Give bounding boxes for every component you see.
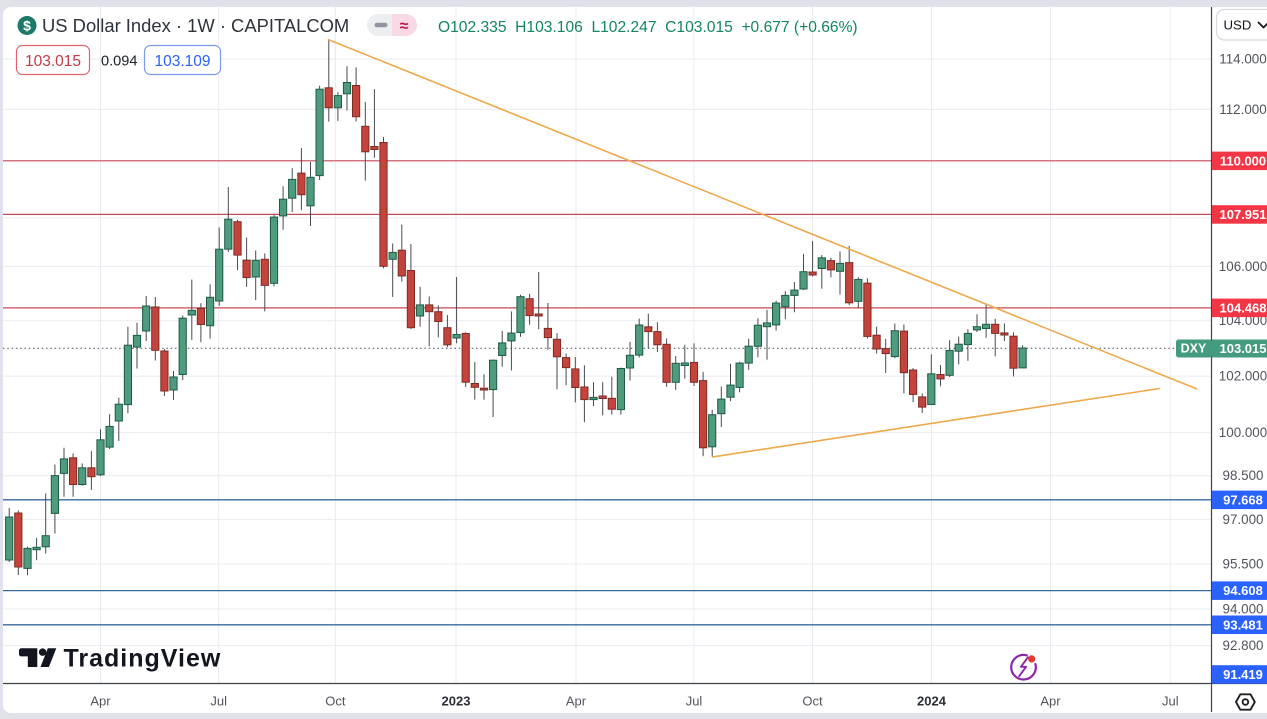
svg-text:94.608: 94.608 — [1223, 583, 1263, 598]
svg-text:103.015: 103.015 — [25, 53, 81, 70]
svg-text:≈: ≈ — [400, 18, 409, 35]
svg-text:91.419: 91.419 — [1223, 667, 1263, 682]
svg-text:92.800: 92.800 — [1223, 638, 1264, 653]
svg-text:103.109: 103.109 — [154, 53, 210, 70]
svg-text:Jul: Jul — [210, 693, 227, 708]
svg-text:0.094: 0.094 — [101, 54, 138, 70]
svg-text:Apr: Apr — [1040, 693, 1061, 708]
svg-text:Jul: Jul — [1162, 693, 1179, 708]
svg-text:TradingView: TradingView — [64, 645, 222, 673]
svg-text:95.500: 95.500 — [1223, 556, 1264, 571]
svg-text:97.000: 97.000 — [1223, 512, 1264, 527]
svg-text:2024: 2024 — [917, 693, 947, 708]
svg-text:Apr: Apr — [566, 693, 587, 708]
svg-text:O102.335 H103.106 L102.247: O102.335 H103.106 L102.247 C103.015 +0.6… — [438, 19, 858, 36]
svg-text:USD: USD — [1224, 18, 1252, 33]
svg-text:93.481: 93.481 — [1223, 617, 1263, 632]
svg-text:104.468: 104.468 — [1220, 301, 1267, 316]
svg-text:106.000: 106.000 — [1219, 259, 1267, 274]
svg-text:103.015: 103.015 — [1220, 341, 1267, 356]
svg-text:102.000: 102.000 — [1219, 369, 1267, 384]
svg-text:Oct: Oct — [325, 693, 346, 708]
svg-text:Apr: Apr — [90, 693, 111, 708]
svg-text:114.000: 114.000 — [1219, 51, 1266, 66]
svg-text:94.000: 94.000 — [1223, 601, 1264, 616]
svg-text:98.500: 98.500 — [1223, 468, 1264, 483]
svg-text:107.951: 107.951 — [1220, 207, 1267, 222]
svg-text:$: $ — [23, 18, 31, 34]
svg-text:112.000: 112.000 — [1219, 102, 1266, 117]
svg-text:2023: 2023 — [442, 693, 471, 708]
svg-text:100.000: 100.000 — [1219, 425, 1267, 440]
svg-text:110.000: 110.000 — [1220, 153, 1266, 168]
svg-text:Oct: Oct — [802, 693, 823, 708]
svg-text:US Dollar Index · 1W · CAPITAL: US Dollar Index · 1W · CAPITALCOM — [42, 15, 349, 36]
svg-text:Jul: Jul — [686, 693, 703, 708]
svg-text:97.668: 97.668 — [1223, 492, 1263, 507]
svg-text:DXY: DXY — [1181, 342, 1207, 356]
